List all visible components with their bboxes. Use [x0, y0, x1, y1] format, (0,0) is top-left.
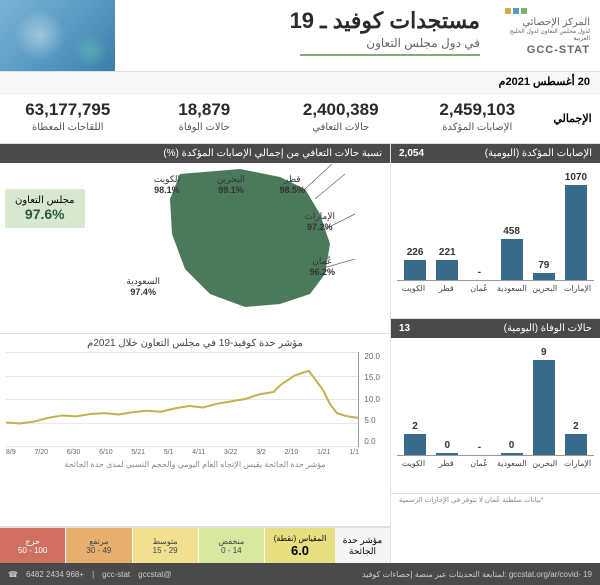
bar: 226	[399, 247, 431, 280]
bar: 1070	[560, 172, 592, 280]
data-note: *بيانات سلطنة عُمان لا تتوفر في الإجازات…	[391, 494, 600, 506]
bar: 2	[560, 421, 592, 455]
totals-row: الإجمالي 2,459,103الإصابات المؤكدة2,400,…	[0, 94, 600, 144]
footer-url: gccstat.org/ar/covid- 19 :لمتابعة التحدي…	[362, 570, 592, 579]
map-label: عُمان96.2%	[309, 256, 335, 278]
footer-handle2: @gccstat	[138, 570, 171, 579]
gcc-map	[160, 159, 360, 314]
header-graphic	[0, 0, 115, 71]
logo-sub: لدول مجلس التعاون لدول الخليج العربية	[505, 28, 590, 42]
gauge-segment: متوسط29 - 15	[133, 528, 199, 563]
daily-cases-title: الإصابات المؤكدة (اليومية)	[485, 148, 592, 159]
bar: 2	[399, 421, 431, 455]
map-label: الكويت98.1%	[154, 174, 180, 196]
daily-cases-total: 2,054	[399, 148, 424, 159]
footer-handle: gcc-stat	[102, 570, 130, 579]
total-cell: 2,400,389حالات التعافي	[272, 94, 409, 143]
total-cell: 2,459,103الإصابات المؤكدة	[409, 94, 546, 143]
severity-line-panel: مؤشر حدة كوفيد-19 في مجلس التعاون خلال 2…	[0, 334, 390, 527]
total-cell: 63,177,795اللقاحات المعطاة	[0, 94, 136, 143]
page-title: مستجدات كوفيد ـ 19	[115, 8, 480, 34]
bar: 79	[528, 260, 560, 280]
total-cell: 18,879حالات الوفاة	[136, 94, 273, 143]
bar: 458	[495, 226, 527, 280]
gcc-recovery-badge: مجلس التعاون 97.6%	[5, 189, 85, 228]
gauge-segment: منخفض14 - 0	[199, 528, 265, 563]
map-label: قطر98.5%	[279, 174, 305, 196]
gauge-segment: حرج100 - 50	[0, 528, 66, 563]
header: المركز الإحصائي لدول مجلس التعاون لدول ا…	[0, 0, 600, 72]
gauge-value: المقياس (نقطة) 6.0	[265, 528, 335, 563]
map-label: البحرين99.1%	[217, 174, 245, 196]
gauge-label: مؤشر حدة الجائحة	[335, 528, 390, 563]
date-bar: 20 أغسطس 2021م	[0, 72, 600, 94]
logo-en: GCC-STAT	[505, 44, 590, 56]
recovery-map-panel: نسبة حالات التعافي من إجمالي الإصابات ال…	[0, 144, 390, 334]
bar: -	[463, 267, 495, 280]
daily-cases-panel: الإصابات المؤكدة (اليومية) 2,054 1070794…	[391, 144, 600, 319]
gauge-segment: مرتفع49 - 30	[66, 528, 132, 563]
logo-ar: المركز الإحصائي	[505, 17, 590, 28]
page-subtitle: في دول مجلس التعاون	[115, 36, 480, 50]
footer-phone: +968 2434 6482	[26, 570, 84, 579]
bar: 0	[495, 440, 527, 455]
map-label: الإمارات97.2%	[304, 211, 335, 233]
footer-bar: gccstat.org/ar/covid- 19 :لمتابعة التحدي…	[0, 563, 600, 585]
map-label: السعودية97.4%	[126, 276, 160, 298]
daily-deaths-panel: حالات الوفاة (اليومية) 13 290-02الإمارات…	[391, 319, 600, 494]
phone-icon: ☎	[8, 570, 18, 579]
daily-deaths-title: حالات الوفاة (اليومية)	[504, 323, 592, 334]
bar: 9	[528, 347, 560, 455]
line-subtitle: مؤشر حدة الجائحة يقيس الإتجاه العام اليو…	[6, 460, 384, 469]
line-title: مؤشر حدة كوفيد-19 في مجلس التعاون خلال 2…	[6, 338, 384, 349]
logo-block: المركز الإحصائي لدول مجلس التعاون لدول ا…	[495, 0, 600, 71]
bar: -	[463, 442, 495, 455]
daily-deaths-total: 13	[399, 323, 410, 334]
severity-gauge: مؤشر حدة الجائحة المقياس (نقطة) 6.0 منخف…	[0, 527, 390, 563]
map-title: نسبة حالات التعافي من إجمالي الإصابات ال…	[163, 148, 382, 159]
title-block: مستجدات كوفيد ـ 19 في دول مجلس التعاون	[115, 0, 495, 71]
totals-head: الإجمالي	[545, 94, 600, 143]
bar: 0	[431, 440, 463, 455]
bar: 221	[431, 247, 463, 280]
